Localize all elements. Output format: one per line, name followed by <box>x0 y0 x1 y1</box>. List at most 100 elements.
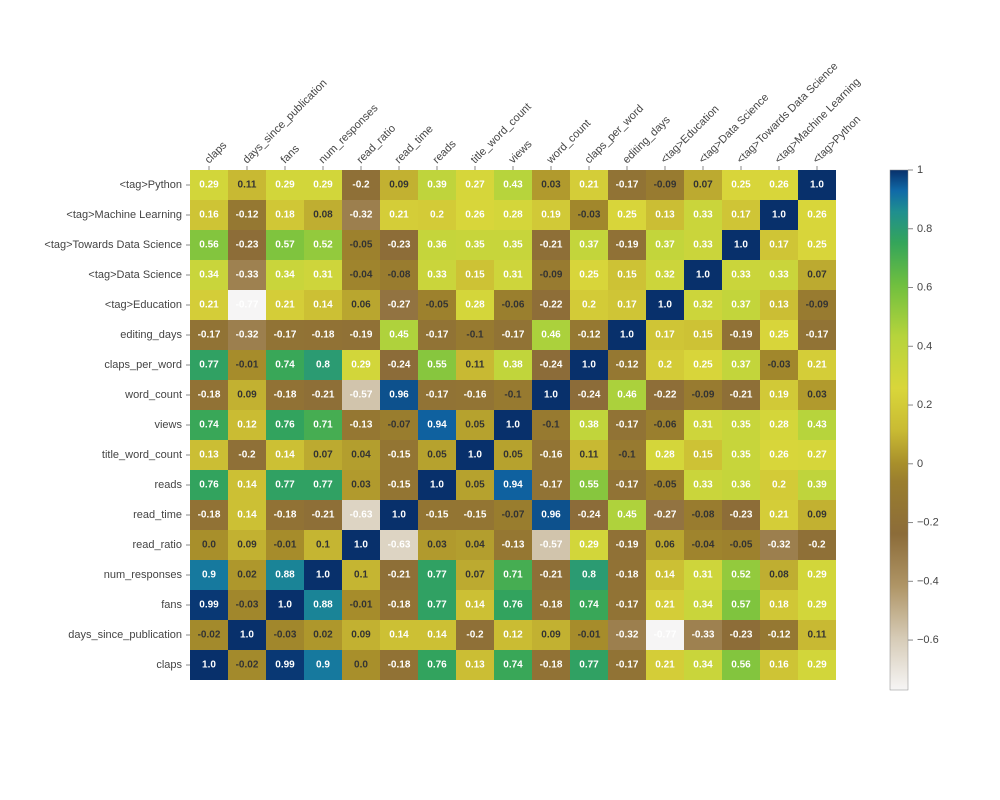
heatmap-cell <box>684 350 722 380</box>
heatmap-cell <box>380 470 418 500</box>
heatmap-cell <box>228 350 266 380</box>
heatmap-cell <box>228 590 266 620</box>
heatmap-cell <box>266 200 304 230</box>
heatmap-cell <box>342 620 380 650</box>
heatmap-cell <box>494 170 532 200</box>
heatmap-cell <box>342 200 380 230</box>
heatmap-cell <box>532 170 570 200</box>
heatmap-cell <box>646 350 684 380</box>
heatmap-cell <box>494 500 532 530</box>
heatmap-cell <box>798 200 836 230</box>
heatmap-cell <box>228 650 266 680</box>
heatmap-cell <box>380 200 418 230</box>
heatmap-cell <box>532 230 570 260</box>
heatmap-cell <box>722 290 760 320</box>
heatmap-cell <box>418 620 456 650</box>
heatmap-cell <box>684 290 722 320</box>
y-tick-label: claps <box>156 659 182 671</box>
heatmap-cell <box>380 440 418 470</box>
heatmap-cell <box>684 560 722 590</box>
x-tick-label: <tag>Data Science <box>697 91 772 166</box>
heatmap-cell <box>722 410 760 440</box>
heatmap-cell <box>798 290 836 320</box>
heatmap-cell <box>684 500 722 530</box>
heatmap-cell <box>646 230 684 260</box>
heatmap-cell <box>608 230 646 260</box>
heatmap-cell <box>760 320 798 350</box>
heatmap-cell <box>228 290 266 320</box>
heatmap-cell <box>456 470 494 500</box>
heatmap-cell <box>798 620 836 650</box>
heatmap-cell <box>760 650 798 680</box>
colorbar-tick-label: 0.6 <box>917 282 932 294</box>
heatmap-cell <box>380 590 418 620</box>
heatmap-cell <box>228 200 266 230</box>
heatmap-cell <box>608 440 646 470</box>
y-tick-label: word_count <box>124 389 182 401</box>
heatmap-cell <box>608 530 646 560</box>
heatmap-cell <box>190 410 228 440</box>
heatmap-cell <box>228 620 266 650</box>
heatmap-cell <box>570 200 608 230</box>
heatmap-cell <box>532 260 570 290</box>
heatmap-cell <box>304 470 342 500</box>
heatmap-cell <box>190 230 228 260</box>
heatmap-cell <box>684 620 722 650</box>
x-axis-labels: clapsdays_since_publicationfansnum_respo… <box>203 60 864 170</box>
heatmap-cell <box>722 650 760 680</box>
heatmap-cell <box>684 590 722 620</box>
heatmap-cell <box>190 470 228 500</box>
x-tick-label: read_time <box>393 123 436 166</box>
heatmap-cell <box>304 500 342 530</box>
heatmap-cell <box>722 200 760 230</box>
colorbar-tick-label: −0.6 <box>917 634 939 646</box>
heatmap-cell <box>266 590 304 620</box>
heatmap-cell <box>418 590 456 620</box>
heatmap-cell <box>722 590 760 620</box>
heatmap-cell <box>646 650 684 680</box>
heatmap-cell <box>494 530 532 560</box>
heatmap-cell <box>494 260 532 290</box>
heatmap-cell <box>570 170 608 200</box>
heatmap-cell <box>342 530 380 560</box>
heatmap-cell <box>760 290 798 320</box>
colorbar-tick-label: 0.4 <box>917 340 932 352</box>
heatmap-cell <box>266 440 304 470</box>
y-tick-label: read_time <box>133 509 182 521</box>
heatmap-cell <box>608 470 646 500</box>
heatmap-cell <box>798 500 836 530</box>
heatmap-cell <box>418 440 456 470</box>
heatmap-cell <box>760 410 798 440</box>
y-tick-label: <tag>Towards Data Science <box>44 239 182 251</box>
heatmap-cell <box>456 440 494 470</box>
heatmap-cell <box>456 500 494 530</box>
heatmap-cell <box>760 470 798 500</box>
heatmap-cell <box>456 620 494 650</box>
heatmap-cell <box>304 650 342 680</box>
colorbar-tick-label: 0.2 <box>917 399 932 411</box>
heatmap-cell <box>456 380 494 410</box>
heatmap-cell <box>190 590 228 620</box>
heatmap-cell <box>570 290 608 320</box>
heatmap-cell <box>684 650 722 680</box>
heatmap-cell <box>380 530 418 560</box>
heatmap-cell <box>608 560 646 590</box>
heatmap-cell <box>190 530 228 560</box>
heatmap-cell <box>304 530 342 560</box>
y-tick-label: <tag>Education <box>105 299 182 311</box>
heatmap-cell <box>190 200 228 230</box>
heatmap-cell <box>190 500 228 530</box>
colorbar-rect <box>890 170 908 690</box>
heatmap-cell <box>684 200 722 230</box>
heatmap-cell <box>494 380 532 410</box>
y-axis-labels: <tag>Python<tag>Machine Learning<tag>Tow… <box>44 179 190 671</box>
heatmap-cell <box>304 590 342 620</box>
heatmap-cells: 0.290.110.290.29-0.20.090.390.270.430.03… <box>190 170 836 680</box>
heatmap-cell <box>228 170 266 200</box>
heatmap-cell <box>304 320 342 350</box>
heatmap-cell <box>342 590 380 620</box>
heatmap-cell <box>266 560 304 590</box>
y-tick-label: views <box>154 419 182 431</box>
heatmap-cell <box>532 530 570 560</box>
heatmap-cell <box>684 170 722 200</box>
